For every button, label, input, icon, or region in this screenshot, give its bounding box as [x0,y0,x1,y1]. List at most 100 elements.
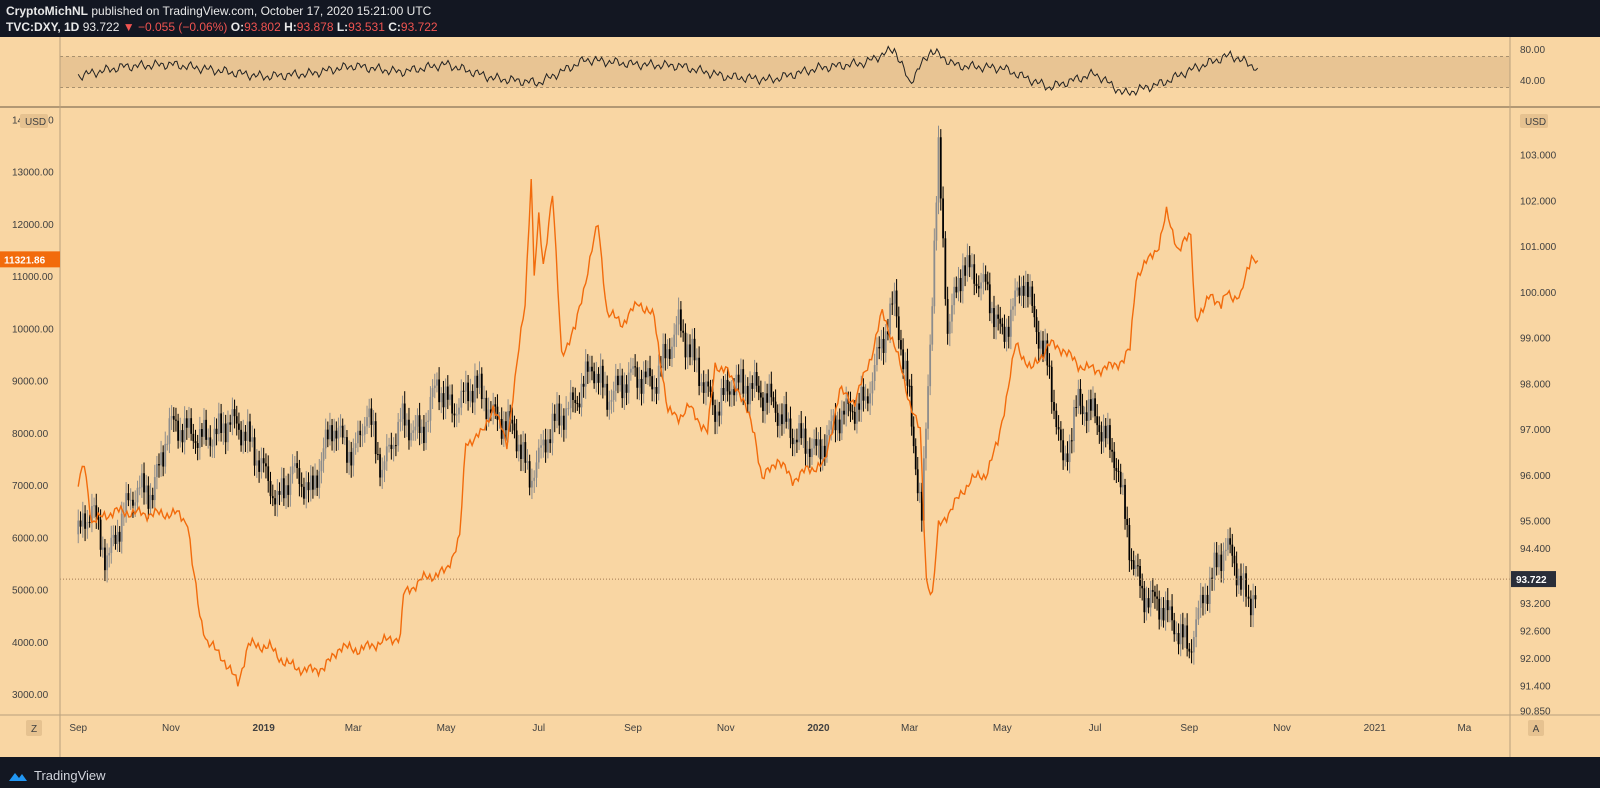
candle [467,382,469,402]
candle [1031,286,1034,306]
candle [737,374,740,383]
candle [190,418,193,434]
candle [1070,440,1073,442]
candle [884,331,887,353]
chart-area[interactable]: 80.0040.0014000.0013000.0012000.0011000.… [0,37,1600,757]
candle [572,392,574,400]
candle [296,463,299,469]
candle [335,430,338,439]
candle [1202,594,1204,604]
candle [686,344,689,358]
candle [931,306,934,345]
candle [293,463,296,467]
candle [977,286,980,289]
candle [1106,425,1109,439]
low-value: 93.531 [348,20,385,34]
candle [185,418,188,428]
candle [431,388,434,397]
candle [476,375,479,388]
left-unit-label: USD [25,117,46,128]
candle [320,460,323,472]
candle [537,447,540,463]
candle [1075,407,1078,409]
candle [709,386,712,392]
candle [591,366,593,372]
time-tick-label: Ma [1457,723,1471,734]
candle [401,403,404,420]
candle [106,555,109,571]
candle [280,478,283,495]
tradingview-logo-icon[interactable] [8,770,28,782]
candle [1186,625,1189,649]
candle [764,393,766,412]
candle [331,425,333,442]
btc-price-label: 11321.86 [4,255,46,266]
candle [800,423,803,439]
right-tick-label: 98.000 [1520,379,1551,390]
candle [982,274,985,283]
candle [973,264,976,284]
candle [862,386,865,401]
candle [352,447,355,466]
candle [910,385,913,427]
candle [753,372,756,389]
candle [766,393,769,403]
candle [971,264,973,268]
symbol-name[interactable]: TVC:DXY, 1D [6,20,80,34]
candle [125,493,128,513]
candle [804,428,807,454]
candle [845,398,848,415]
zoom-button-label[interactable]: Z [31,724,37,735]
candle [1156,596,1158,599]
right-tick-label: 93.200 [1520,599,1551,610]
auto-scale-button-label[interactable]: A [1533,724,1540,735]
candle [462,390,465,392]
candle [887,331,889,335]
candle [927,386,929,429]
candle [1055,410,1058,428]
time-tick-label: Sep [69,723,87,734]
candle [168,418,171,444]
candle [192,433,195,442]
brand-label[interactable]: TradingView [34,768,106,783]
candle [897,316,900,341]
candle [1100,432,1103,442]
left-tick-label: 12000.00 [12,220,54,231]
candle [749,383,751,405]
candle [906,360,909,386]
candle [363,426,366,435]
candle [324,429,327,449]
candle [997,314,1000,319]
candle [586,361,589,372]
high-label: H: [284,20,297,34]
author-name[interactable]: CryptoMichNL [6,4,88,18]
candle [1104,425,1107,439]
candle [1154,591,1156,597]
candle [1211,577,1213,579]
candle [155,464,158,478]
auto-scale-button[interactable] [1528,720,1544,736]
candle [733,389,735,396]
time-tick-label: May [437,723,456,734]
current-price-badge [1511,571,1556,588]
candle [990,308,993,314]
candle [1158,598,1161,620]
zoom-button[interactable] [26,720,42,736]
candle [455,414,458,416]
open-value: 93.802 [244,20,281,34]
candle [937,137,940,203]
candle [285,485,287,499]
symbol-info: TVC:DXY, 1D 93.722 ▼ −0.055 (−0.06%) O:9… [6,20,438,34]
candle [632,366,634,369]
candle [1233,555,1236,564]
candle [975,283,978,287]
candle [744,385,747,394]
candle [866,396,869,404]
candle [1037,332,1040,349]
candle [823,445,826,457]
candle [601,365,604,388]
candle [312,475,314,490]
candle [770,383,773,398]
candle [944,238,947,299]
candle [1009,309,1012,337]
